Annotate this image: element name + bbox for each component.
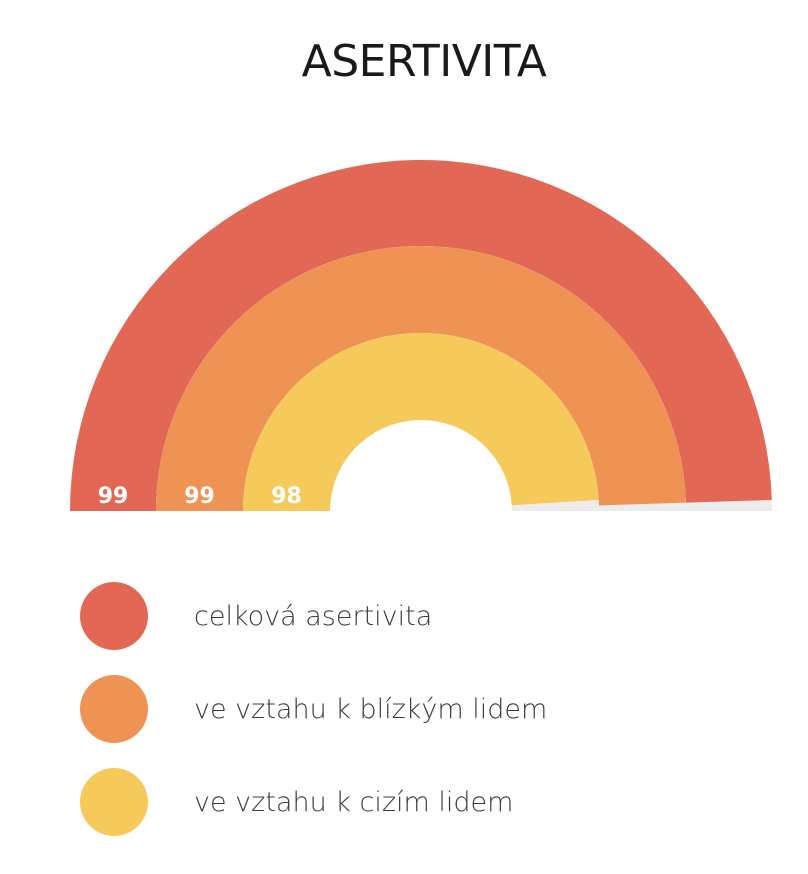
legend-item-celkova: celková asertivita xyxy=(80,582,780,650)
legend-label: ve vztahu k blízkým lidem xyxy=(194,693,548,725)
legend-label: ve vztahu k cizím lidem xyxy=(194,786,514,818)
legend-label: celková asertivita xyxy=(194,600,433,632)
legend: celková asertivita ve vztahu k blízkým l… xyxy=(80,582,780,861)
radial-bar-chart: 99 99 98 xyxy=(70,160,772,511)
ring-value-label: 98 xyxy=(271,484,302,509)
ring-bar xyxy=(156,245,686,511)
legend-item-blizkym: ve vztahu k blízkým lidem xyxy=(80,675,780,743)
legend-swatch xyxy=(80,768,148,836)
ring-bar xyxy=(70,160,772,511)
ring-value-label: 99 xyxy=(98,484,129,509)
ring-value-label: 99 xyxy=(184,484,215,509)
chart-title: ASERTIVITA xyxy=(301,36,547,87)
legend-item-cizim: ve vztahu k cizím lidem xyxy=(80,768,780,836)
ring-bar xyxy=(243,333,599,511)
legend-swatch xyxy=(80,675,148,743)
legend-swatch xyxy=(80,582,148,650)
